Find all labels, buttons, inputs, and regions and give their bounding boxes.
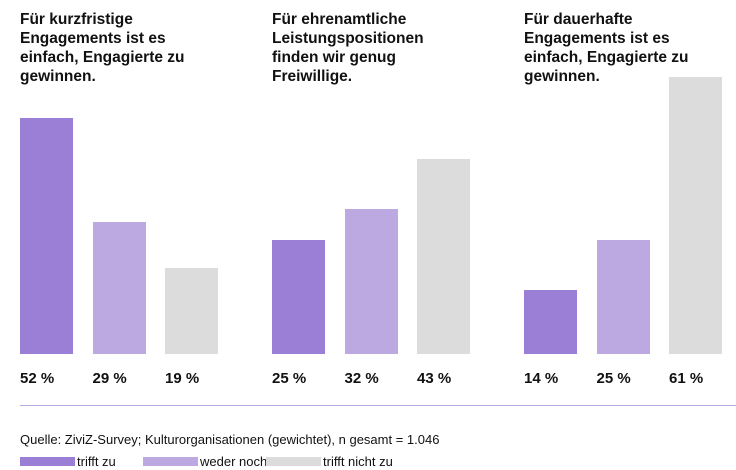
value-label: 19 % xyxy=(165,370,200,387)
bar xyxy=(20,117,73,354)
legend-swatch xyxy=(143,457,198,466)
bar xyxy=(596,240,650,354)
bar xyxy=(417,158,470,354)
divider xyxy=(20,405,736,406)
value-label: 29 % xyxy=(92,370,127,387)
value-label: 32 % xyxy=(344,370,379,387)
value-label: 61 % xyxy=(669,370,704,387)
legend-swatch xyxy=(266,457,321,466)
bar xyxy=(669,77,722,354)
legend-label: trifft zu xyxy=(77,454,116,469)
panel-title: Für dauerhafte Engagements ist es einfac… xyxy=(524,11,689,85)
bar xyxy=(92,222,146,354)
panel-title: Für kurzfristige Engagements ist es einf… xyxy=(20,11,185,85)
bar xyxy=(165,267,218,354)
source-note: Quelle: ZiviZ-Survey; Kulturorganisation… xyxy=(20,432,440,447)
bar xyxy=(272,240,325,354)
panel-title: Für ehrenamtliche Leistungspositionen fi… xyxy=(272,11,424,85)
value-label: 43 % xyxy=(417,370,452,387)
value-label: 52 % xyxy=(20,370,55,387)
legend-label: trifft nicht zu xyxy=(323,454,393,469)
legend-swatch xyxy=(20,457,75,466)
value-label: 25 % xyxy=(596,370,631,387)
bar xyxy=(524,290,577,354)
value-label: 25 % xyxy=(272,370,307,387)
legend-label: weder noch xyxy=(200,454,268,469)
value-label: 14 % xyxy=(524,370,559,387)
bar xyxy=(344,208,398,354)
